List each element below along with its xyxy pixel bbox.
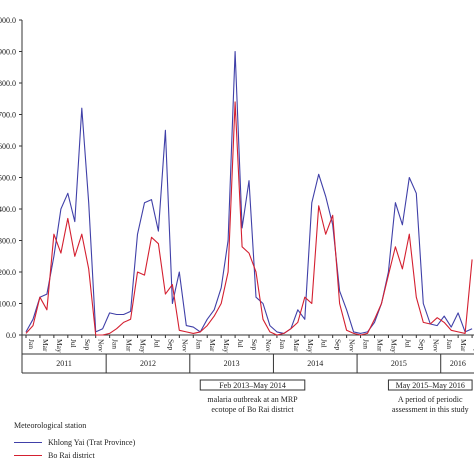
annotation-bracket <box>199 379 306 391</box>
year-label: 2013 <box>224 359 240 368</box>
legend-label-khlong-yai: Khlong Yai (Trat Province) <box>48 438 136 447</box>
x-tick-label: Nov <box>180 339 189 352</box>
year-label: 2011 <box>56 359 72 368</box>
year-label: 2012 <box>140 359 156 368</box>
annotation-label: Feb 2013–May 2014 <box>219 381 286 390</box>
annotation-note: A period of periodic <box>398 395 463 404</box>
annotation-note: assessment in this study <box>392 405 469 414</box>
x-tick-label: Jan <box>362 339 371 349</box>
y-tick-label: 300.0 <box>0 237 16 246</box>
y-tick-label: 600.0 <box>0 142 16 151</box>
y-tick-label: 900.0 <box>0 48 16 57</box>
x-tick-label: Mar <box>41 339 50 352</box>
y-tick-label: 0.0 <box>6 331 16 340</box>
x-tick-label: Mar <box>459 339 468 352</box>
x-tick-label: Nov <box>264 339 273 352</box>
series-line-khlong-yai-trat-province <box>25 50 473 334</box>
x-tick-label: Sep <box>417 339 426 351</box>
x-tick-label: Sep <box>334 339 343 351</box>
y-tick-label: 700.0 <box>0 111 16 120</box>
y-tick-label: 200.0 <box>0 268 16 277</box>
year-label: 2014 <box>307 359 323 368</box>
annotation-note: malaria outbreak at an MRP <box>207 395 298 404</box>
legend-swatch-bo-rai <box>14 455 42 456</box>
annotation-layer: Feb 2013–May 2014 malaria outbreak at an … <box>199 379 473 414</box>
legend-label-bo-rai: Bo Rai district <box>48 451 95 460</box>
series-line-bo-rai-district <box>25 101 473 336</box>
annotation-bracket <box>387 379 473 391</box>
legend: Meteorological station Khlong Yai (Trat … <box>14 421 314 462</box>
y-tick-label: 100.0 <box>0 300 16 309</box>
x-tick-label: May <box>389 339 398 353</box>
y-tick-label: 800.0 <box>0 79 16 88</box>
x-tick-label: May <box>306 339 315 353</box>
annotation-note: ecotope of Bo Rai district <box>211 405 294 414</box>
x-tick-label: Nov <box>348 339 357 352</box>
x-tick-label: Nov <box>97 339 106 352</box>
x-axis: Jan Mar May Jul Sep Nov Jan Mar May Jul Sep Nov Jan M… <box>21 334 474 374</box>
x-tick-label: Mar <box>125 339 134 352</box>
x-tick-label: Mar <box>376 339 385 352</box>
series-layer <box>25 50 473 336</box>
legend-item-bo-rai: Bo Rai district <box>14 449 314 462</box>
y-tick-label: 500.0 <box>0 174 16 183</box>
x-tick-label: May <box>139 339 148 353</box>
x-tick-label: Jan <box>194 339 203 349</box>
y-tick-label: 1000.0 <box>0 16 16 25</box>
y-tick-label: 400.0 <box>0 205 16 214</box>
x-tick-label: Jul <box>152 339 161 348</box>
x-tick-label: Jul <box>320 339 329 348</box>
legend-item-khlong-yai: Khlong Yai (Trat Province) <box>14 436 314 449</box>
x-tick-label: Mar <box>208 339 217 352</box>
x-tick-label: Jan <box>278 339 287 349</box>
x-tick-label: Sep <box>250 339 259 351</box>
x-tick-label: Jan <box>111 339 120 349</box>
x-tick-label: Sep <box>83 339 92 351</box>
x-tick-label: Jan <box>27 339 36 349</box>
legend-swatch-khlong-yai <box>14 442 42 443</box>
annotation-label: May 2015–May 2016 <box>396 381 465 390</box>
x-tick-label: Jul <box>403 339 412 348</box>
y-axis: 0.0 100.0 200.0 300.0 400.0 500.0 600.0 700.0 80… <box>0 16 23 373</box>
legend-title: Meteorological station <box>14 421 87 430</box>
x-tick-label: Jul <box>236 339 245 348</box>
year-label: 2016 <box>450 359 466 368</box>
x-tick-label: Mar <box>292 339 301 352</box>
x-tick-label: May <box>222 339 231 353</box>
year-label: 2015 <box>391 359 407 368</box>
x-tick-label: May <box>55 339 64 353</box>
x-tick-label: Nov <box>431 339 440 352</box>
x-tick-label: Jan <box>445 339 454 349</box>
x-tick-label: Jul <box>69 339 78 348</box>
x-tick-label: Sep <box>166 339 175 351</box>
